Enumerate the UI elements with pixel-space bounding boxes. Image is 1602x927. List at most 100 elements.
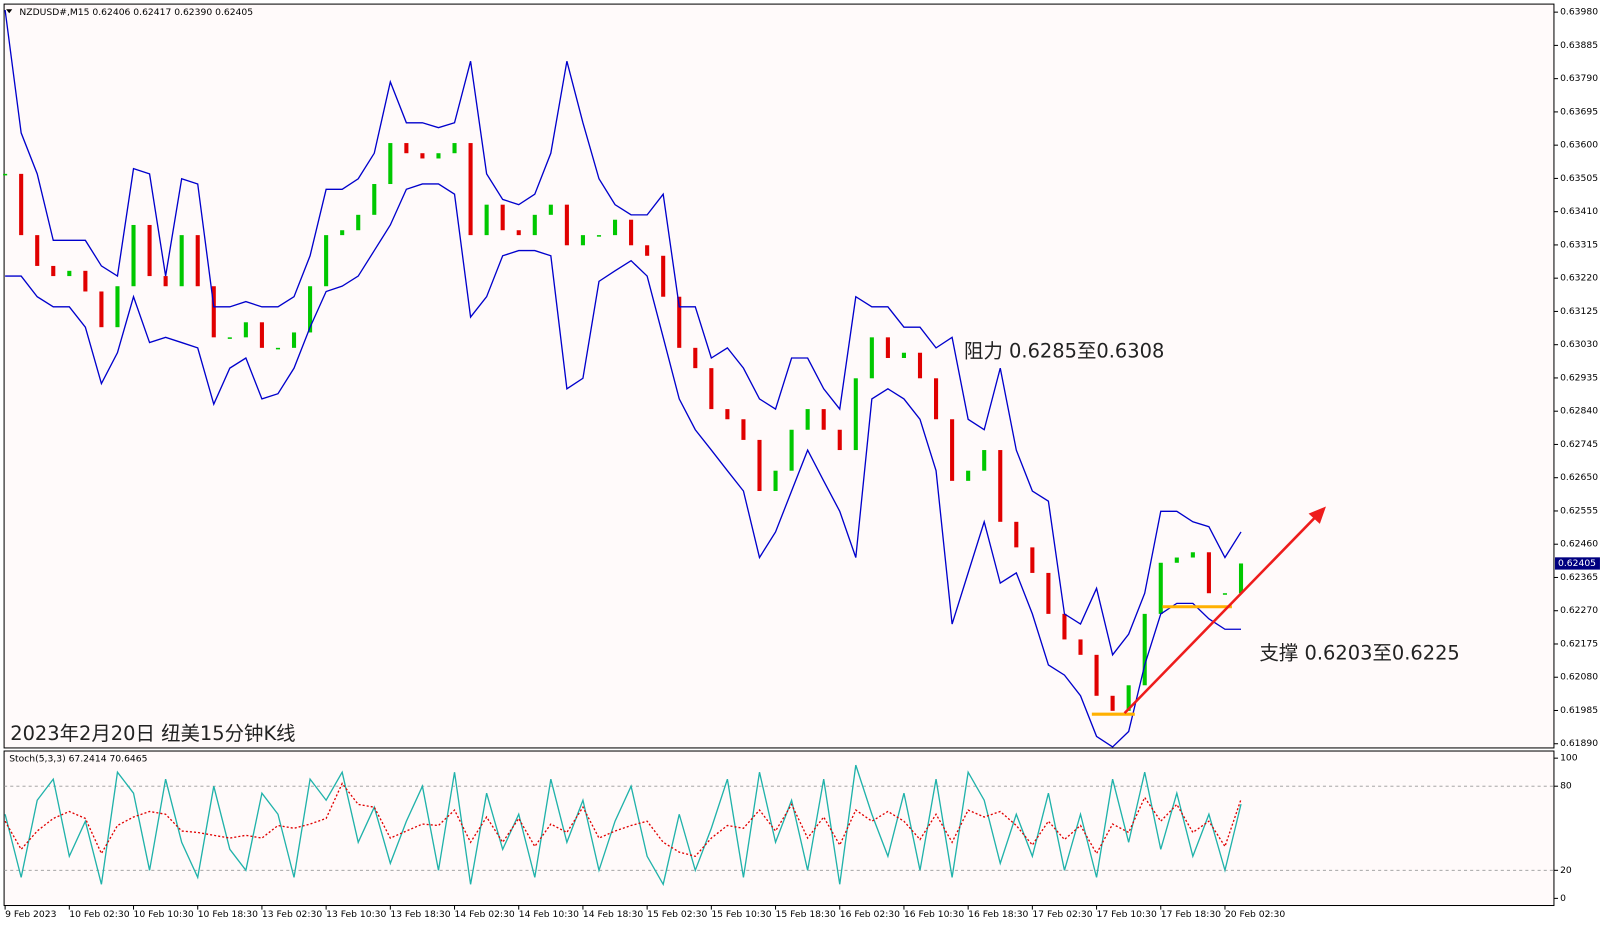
- stoch-panel: [3, 750, 1555, 907]
- candle: [195, 235, 200, 287]
- y-tick-label: 100: [1560, 753, 1578, 764]
- candle: [869, 337, 874, 379]
- x-tick-label: 16 Feb 10:30: [904, 909, 964, 920]
- candle: [51, 265, 56, 277]
- x-tick-label: 20 Feb 02:30: [1225, 909, 1285, 920]
- x-tick-label: 16 Feb 18:30: [968, 909, 1028, 920]
- candle: [35, 235, 40, 266]
- x-tick-label: 17 Feb 10:30: [1097, 909, 1157, 920]
- candle: [998, 450, 1003, 522]
- candle: [115, 286, 120, 328]
- candle: [3, 173, 8, 176]
- y-tick-label: 0.62745: [1560, 439, 1598, 450]
- x-tick-label: 14 Feb 02:30: [455, 909, 515, 920]
- candle: [741, 419, 746, 440]
- plot-layer: 0.63980 0.63885 0.63790 0.63695 0.63600 0.635…: [3, 7, 1600, 920]
- candle: [901, 352, 906, 358]
- menu-triangle: [6, 9, 13, 14]
- candle: [709, 368, 714, 410]
- candle: [243, 322, 248, 338]
- y-tick-label: 0.62080: [1560, 672, 1598, 683]
- y-tick-label: 0.63790: [1560, 73, 1598, 84]
- candle: [821, 409, 826, 430]
- candle: [853, 378, 858, 451]
- y-tick-label: 0.63505: [1560, 173, 1598, 184]
- y-tick-label: 0.61985: [1560, 705, 1598, 716]
- candle: [500, 204, 505, 231]
- main-panel: [3, 3, 1555, 749]
- stoch-line: [4, 764, 1242, 887]
- candle: [596, 235, 602, 237]
- candle: [436, 153, 441, 159]
- candle: [757, 439, 762, 492]
- candle: [789, 429, 794, 471]
- y-tick-label: 0.62270: [1560, 605, 1598, 616]
- trend-arrow: [1123, 514, 1318, 715]
- candle: [291, 332, 297, 348]
- candle: [275, 347, 281, 350]
- annotation: 支撑 0.6203至0.6225: [1260, 641, 1460, 664]
- x-tick-label: 16 Feb 02:30: [840, 909, 900, 920]
- candle: [1126, 685, 1131, 711]
- band-line: [4, 9, 1242, 657]
- candle: [1078, 639, 1083, 655]
- candle: [259, 322, 264, 348]
- candle: [372, 184, 377, 215]
- indicator-title: Stoch(5,3,3) 67.2414 70.6465: [9, 754, 147, 765]
- candle: [227, 337, 232, 339]
- x-tick-label: 15 Feb 10:30: [711, 909, 771, 920]
- candle: [67, 270, 72, 277]
- candle: [484, 204, 489, 236]
- y-tick-label: 0.63315: [1560, 239, 1598, 250]
- band-line: [5, 183, 1242, 748]
- y-tick-label: 0: [1560, 893, 1566, 904]
- candle: [340, 230, 345, 236]
- candle: [420, 153, 425, 159]
- x-tick-label: 13 Feb 10:30: [326, 909, 386, 920]
- candle: [885, 337, 890, 358]
- y-tick-label: 0.63695: [1560, 106, 1598, 117]
- x-tick-label: 15 Feb 18:30: [776, 909, 836, 920]
- candle: [404, 143, 409, 154]
- y-tick-label: 0.63600: [1560, 140, 1598, 151]
- candle: [179, 235, 184, 287]
- x-tick-label: 13 Feb 18:30: [390, 909, 450, 920]
- price-label-bg: [1554, 557, 1600, 570]
- candle: [131, 224, 136, 287]
- candle: [725, 409, 730, 420]
- candle: [19, 173, 24, 236]
- x-tick-label: 10 Feb 10:30: [134, 909, 194, 920]
- x-tick-label: 17 Feb 02:30: [1032, 909, 1092, 920]
- candle: [324, 235, 329, 287]
- y-tick-label: 0.63125: [1560, 306, 1598, 317]
- x-tick-label: 10 Feb 02:30: [69, 909, 129, 920]
- candle: [612, 219, 618, 236]
- y-tick-label: 0.61890: [1560, 738, 1598, 749]
- x-tick-label: 14 Feb 18:30: [583, 909, 643, 920]
- candle: [1174, 557, 1179, 563]
- candle: [837, 429, 842, 451]
- candle: [805, 409, 810, 430]
- candle: [950, 419, 955, 481]
- candle: [580, 235, 585, 246]
- candle: [1142, 613, 1147, 686]
- candle: [308, 286, 313, 333]
- candle: [388, 143, 393, 185]
- candle: [1110, 695, 1115, 711]
- candle: [516, 230, 521, 236]
- annotation: 阻力 0.6285至0.6308: [964, 339, 1164, 362]
- candle: [1014, 521, 1019, 548]
- y-tick-label: 0.62840: [1560, 406, 1598, 417]
- y-tick-label: 0.63030: [1560, 339, 1598, 350]
- candle: [1190, 552, 1195, 558]
- candle: [452, 143, 457, 154]
- candle: [147, 224, 152, 277]
- price-label: 0.62405: [1558, 558, 1596, 569]
- candle: [693, 347, 698, 369]
- candle: [163, 276, 168, 287]
- candle: [917, 352, 923, 379]
- x-tick-label: 14 Feb 10:30: [519, 909, 579, 920]
- y-tick-label: 0.62650: [1560, 472, 1598, 483]
